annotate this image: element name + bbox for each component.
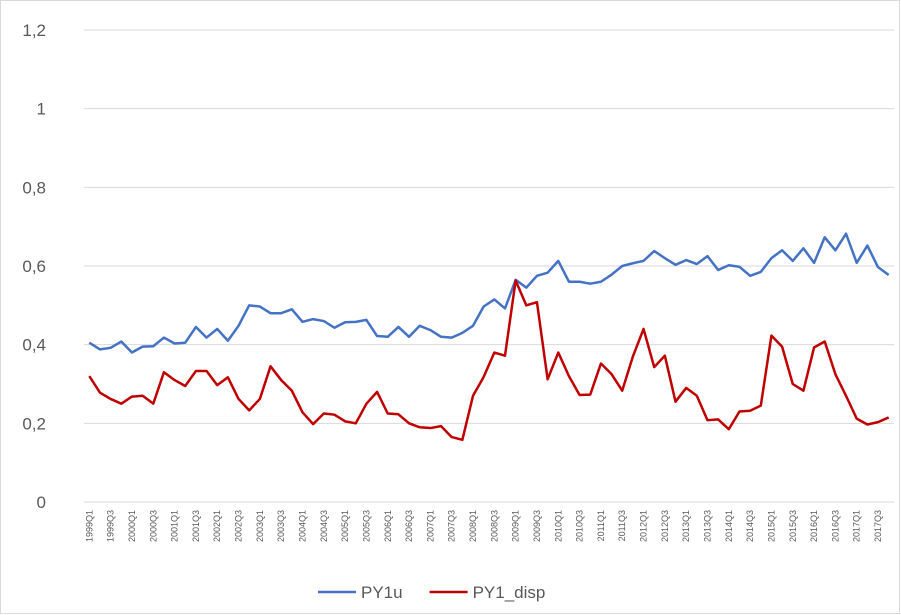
x-tick-label: 2010Q1 [553,510,563,542]
x-tick-label: 2008Q3 [489,510,499,542]
y-tick-label: 0,2 [22,414,46,433]
x-tick-label: 2002Q3 [234,510,244,542]
x-tick-label: 2011Q1 [596,510,606,541]
y-tick-label: 0,8 [22,178,46,197]
x-tick-label: 2005Q3 [361,510,371,542]
x-tick-label: 2007Q3 [447,510,457,542]
x-tick-label: 2004Q3 [319,510,329,542]
y-tick-label: 0,6 [22,257,46,276]
x-tick-label: 2013Q1 [681,510,691,542]
x-tick-label: 2008Q1 [468,510,478,542]
x-tick-label: 2010Q3 [575,510,585,542]
x-tick-label: 1999Q3 [106,510,116,542]
x-tick-label: 2017Q3 [873,510,883,542]
x-tick-label: 2003Q1 [255,510,265,542]
x-tick-label: 2005Q1 [340,510,350,542]
x-tick-label: 2002Q1 [212,510,222,542]
x-tick-label: 2003Q3 [276,510,286,542]
x-tick-label: 2012Q1 [639,510,649,542]
x-tick-label: 2004Q1 [297,510,307,542]
x-tick-label: 2000Q3 [148,510,158,542]
x-tick-label: 2017Q1 [852,510,862,542]
x-tick-label: 2011Q3 [617,510,627,541]
x-tick-label: 2006Q1 [383,510,393,542]
x-tick-label: 2013Q3 [702,510,712,542]
series-line [88,232,890,354]
x-tick-label: 2012Q3 [660,510,670,542]
x-tick-label: 2001Q1 [170,510,180,542]
x-tick-label: 2009Q3 [532,510,542,542]
x-tick-label: 2016Q3 [830,510,840,542]
legend-label: PY1_disp [473,583,546,602]
x-tick-label: 2015Q1 [766,510,776,542]
legend-label: PY1u [361,583,403,602]
x-tick-label: 2000Q1 [127,510,137,542]
x-tick-label: 2007Q1 [425,510,435,542]
x-tick-label: 2014Q1 [724,510,734,542]
x-tick-label: 1999Q1 [84,510,94,542]
y-tick-label: 1 [37,100,46,119]
y-tick-label: 1,2 [22,21,46,40]
x-tick-label: 2009Q1 [511,510,521,542]
x-tick-label: 2001Q3 [191,510,201,542]
x-tick-label: 2014Q3 [745,510,755,542]
x-tick-label: 2006Q3 [404,510,414,542]
y-tick-label: 0 [37,493,46,512]
y-tick-label: 0,4 [22,336,46,355]
x-tick-label: 2016Q1 [809,510,819,542]
series-line [88,279,890,442]
x-tick-label: 2015Q3 [788,510,798,542]
